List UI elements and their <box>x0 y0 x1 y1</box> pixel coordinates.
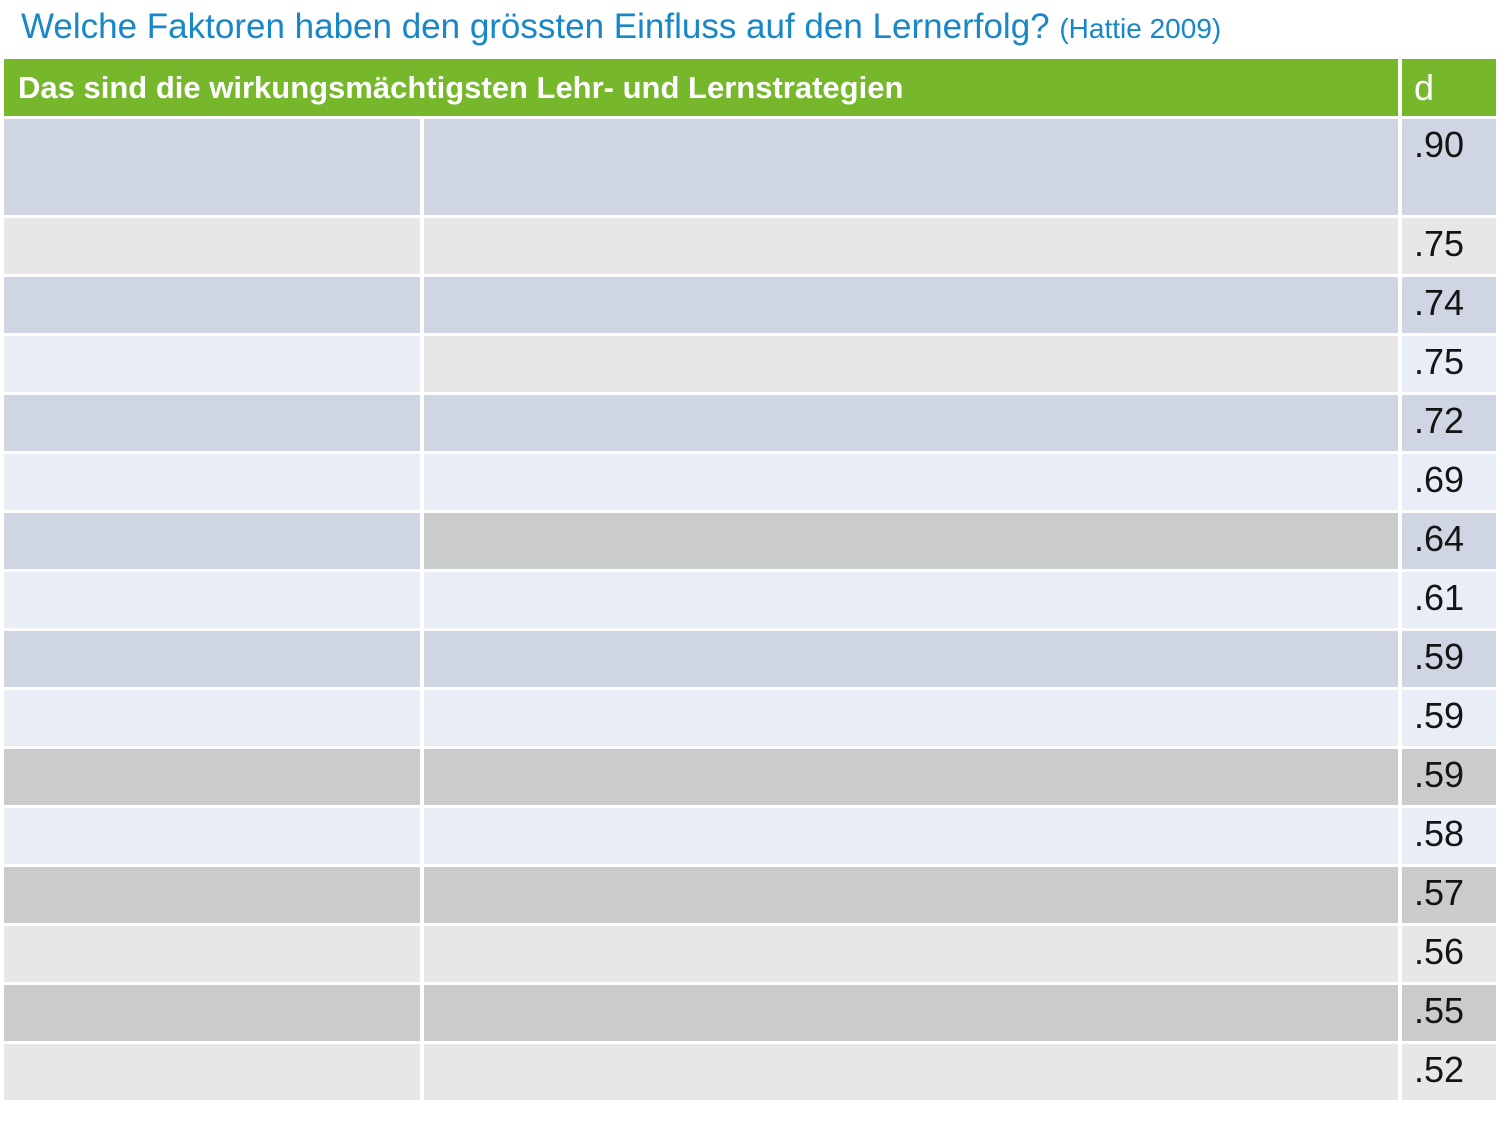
d-column-header: d <box>1402 59 1497 116</box>
factor-cell-category <box>4 572 420 628</box>
factor-cell-category <box>4 985 420 1041</box>
factor-cell-description <box>424 572 1399 628</box>
table-row: .74 <box>4 277 1497 333</box>
slide-title: Welche Faktoren haben den grössten Einfl… <box>21 5 1221 49</box>
factor-cell-description <box>424 119 1399 215</box>
factor-cell-category <box>4 926 420 982</box>
factor-cell-description <box>424 867 1399 923</box>
table-row: .59 <box>4 749 1497 805</box>
effect-size-cell: .56 <box>1402 926 1497 982</box>
factor-cell-category <box>4 631 420 687</box>
factor-cell-description <box>424 513 1399 569</box>
table-header-label: Das sind die wirkungsmächtigsten Lehr- u… <box>4 59 1399 116</box>
effect-size-cell: .57 <box>1402 867 1497 923</box>
table-row: .75 <box>4 336 1497 392</box>
table-row: .64 <box>4 513 1497 569</box>
factor-cell-description <box>424 454 1399 510</box>
table-row: .55 <box>4 985 1497 1041</box>
factor-cell-category <box>4 690 420 746</box>
factor-cell-description <box>424 690 1399 746</box>
factor-cell-description <box>424 1044 1399 1100</box>
factor-cell-category <box>4 277 420 333</box>
slide-title-citation: (Hattie 2009) <box>1059 13 1222 44</box>
effect-size-cell: .59 <box>1402 690 1497 746</box>
factor-cell-category <box>4 513 420 569</box>
table-row: .69 <box>4 454 1497 510</box>
effect-size-cell: .90 <box>1402 119 1497 215</box>
factors-table: Das sind die wirkungsmächtigsten Lehr- u… <box>0 56 1500 1103</box>
effect-size-cell: .75 <box>1402 218 1497 274</box>
factor-cell-category <box>4 119 420 215</box>
factor-cell-category <box>4 867 420 923</box>
effect-size-cell: .61 <box>1402 572 1497 628</box>
table-row: .59 <box>4 690 1497 746</box>
effect-size-cell: .74 <box>1402 277 1497 333</box>
effect-size-cell: .69 <box>1402 454 1497 510</box>
effect-size-cell: .58 <box>1402 808 1497 864</box>
factor-cell-description <box>424 749 1399 805</box>
table-row: .58 <box>4 808 1497 864</box>
effect-size-cell: .59 <box>1402 749 1497 805</box>
factor-cell-description <box>424 218 1399 274</box>
factor-cell-category <box>4 808 420 864</box>
factor-cell-description <box>424 808 1399 864</box>
factor-cell-category <box>4 336 420 392</box>
factor-cell-category <box>4 1044 420 1100</box>
factor-cell-description <box>424 395 1399 451</box>
factor-cell-description <box>424 926 1399 982</box>
table-row: .61 <box>4 572 1497 628</box>
table-header-row: Das sind die wirkungsmächtigsten Lehr- u… <box>4 59 1497 116</box>
table-row: .72 <box>4 395 1497 451</box>
effect-size-cell: .72 <box>1402 395 1497 451</box>
effect-size-cell: .55 <box>1402 985 1497 1041</box>
factor-cell-category <box>4 218 420 274</box>
factor-cell-category <box>4 395 420 451</box>
factor-cell-description <box>424 985 1399 1041</box>
factor-cell-description <box>424 336 1399 392</box>
table-row: .59 <box>4 631 1497 687</box>
factor-cell-category <box>4 454 420 510</box>
slide-title-text: Welche Faktoren haben den grössten Einfl… <box>21 7 1050 46</box>
factor-cell-category <box>4 749 420 805</box>
effect-size-cell: .75 <box>1402 336 1497 392</box>
factor-cell-description <box>424 631 1399 687</box>
table-row: .52 <box>4 1044 1497 1100</box>
table-row: .57 <box>4 867 1497 923</box>
table-body: .90 .75 .74 .75 .72 .69 .64 .61 .59 .59 <box>4 119 1497 1100</box>
table-row: .75 <box>4 218 1497 274</box>
effect-size-cell: .64 <box>1402 513 1497 569</box>
factor-cell-description <box>424 277 1399 333</box>
effect-size-cell: .52 <box>1402 1044 1497 1100</box>
table-row: .56 <box>4 926 1497 982</box>
table-row: .90 <box>4 119 1497 215</box>
effect-size-cell: .59 <box>1402 631 1497 687</box>
